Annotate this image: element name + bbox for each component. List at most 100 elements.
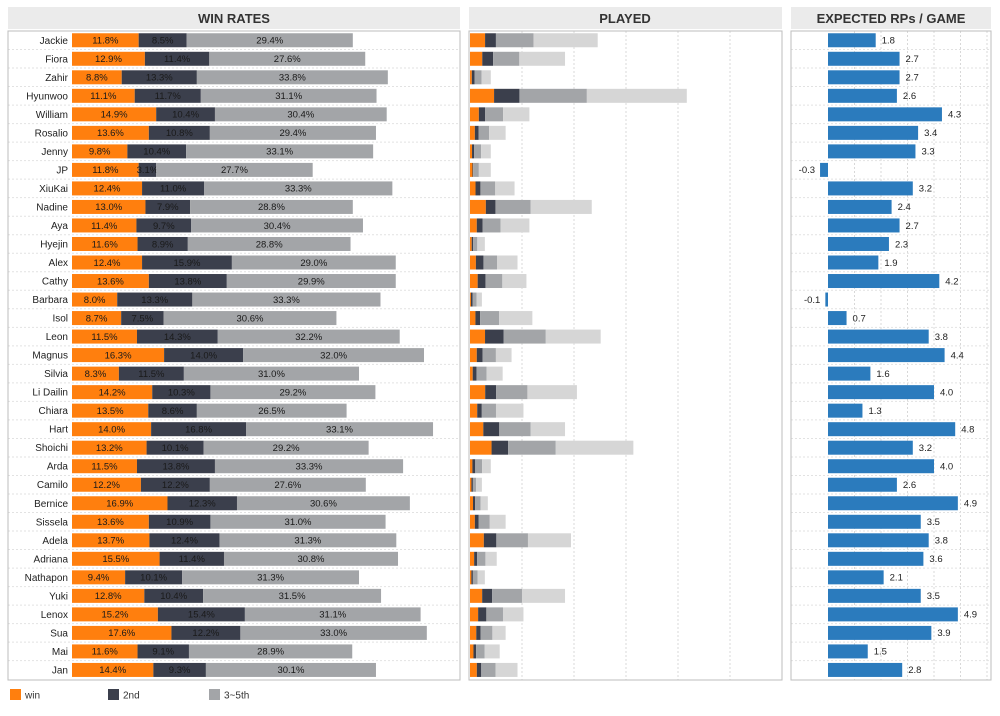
played-win-bar — [470, 551, 475, 566]
win-bar-label: 11.5% — [91, 462, 118, 473]
category-label: Mai — [52, 647, 68, 658]
win-bar — [72, 236, 138, 251]
played-win-bar — [470, 533, 484, 548]
category-label: Shoichi — [35, 443, 68, 454]
third-fifth-bar-label: 33.8% — [279, 73, 306, 84]
category-label: Hyejin — [40, 239, 68, 250]
category-label: Rosalio — [35, 128, 69, 139]
win-bar-label: 14.2% — [99, 387, 126, 398]
second-bar — [144, 588, 204, 603]
win-bar-label: 8.0% — [84, 295, 106, 306]
played-third-fifth-bar — [482, 348, 496, 363]
expected-rp-frame — [790, 30, 992, 681]
second-bar — [138, 162, 157, 177]
expected-rp-bar — [828, 662, 903, 677]
win-bar — [72, 162, 139, 177]
win-bar — [72, 311, 122, 326]
expected-rp-bar — [828, 403, 863, 418]
third-fifth-bar — [156, 162, 313, 177]
played-second-bar — [476, 218, 483, 233]
expected-rp-label: 2.3 — [895, 239, 908, 250]
third-fifth-bar — [209, 125, 376, 140]
second-bar-label: 13.3% — [141, 295, 168, 306]
played-third-fifth-bar — [474, 70, 482, 85]
played-third-fifth-bar — [508, 440, 556, 455]
played-win-bar — [470, 348, 477, 363]
second-bar — [152, 385, 211, 400]
category-label: Adriana — [34, 554, 69, 565]
category-label: Hyunwoo — [26, 91, 68, 102]
win-bar-label: 12.9% — [95, 54, 122, 65]
second-bar — [148, 274, 227, 289]
win-bar-label: 11.5% — [91, 332, 118, 343]
win-bar — [72, 625, 172, 640]
third-fifth-bar-label: 29.2% — [273, 443, 300, 454]
expected-rp-label: 3.2 — [919, 184, 932, 195]
third-fifth-bar — [236, 496, 410, 511]
second-bar-label: 10.4% — [172, 110, 199, 121]
third-fifth-bar — [190, 199, 353, 214]
win-bar — [72, 644, 138, 659]
third-fifth-bar — [209, 477, 366, 492]
played-second-bar — [482, 588, 493, 603]
second-bar-label: 12.2% — [162, 480, 189, 491]
category-label: Nadine — [36, 202, 68, 213]
played-second-bar — [485, 385, 497, 400]
played-second-bar — [485, 199, 496, 214]
win-bar-label: 13.7% — [97, 536, 124, 547]
expected-rp-bar — [828, 459, 934, 474]
third-fifth-bar-label: 29.0% — [300, 258, 327, 269]
second-bar-label: 14.3% — [164, 332, 191, 343]
played-third-fifth-bar — [477, 551, 486, 566]
played-second-bar — [472, 459, 476, 474]
played-rest-bar — [555, 440, 634, 455]
win-bar-label: 8.8% — [86, 73, 108, 84]
played-third-fifth-bar — [496, 385, 528, 400]
second-bar — [142, 181, 205, 196]
expected-rp-label: 3.3 — [921, 147, 934, 158]
played-second-bar — [475, 255, 484, 270]
third-fifth-bar-label: 31.5% — [279, 591, 306, 602]
second-bar — [148, 403, 197, 418]
played-third-fifth-bar — [472, 292, 477, 307]
played-second-bar — [478, 607, 487, 622]
played-win-bar — [470, 588, 483, 603]
third-fifth-bar-label: 31.1% — [319, 610, 346, 621]
played-third-fifth-bar — [480, 311, 500, 326]
played-rest-bar — [481, 144, 491, 159]
third-fifth-bar — [243, 348, 424, 363]
win-bar — [72, 125, 149, 140]
third-fifth-bar-label: 33.0% — [320, 628, 347, 639]
played-third-fifth-bar — [495, 199, 531, 214]
played-third-fifth-bar — [481, 662, 496, 677]
played-win-bar — [470, 125, 475, 140]
third-fifth-bar-label: 27.6% — [274, 480, 301, 491]
category-label: Barbara — [32, 295, 68, 306]
played-second-bar — [477, 403, 482, 418]
win-bar-label: 12.2% — [93, 480, 120, 491]
third-fifth-bar-label: 30.6% — [237, 313, 264, 324]
played-second-bar — [494, 88, 520, 103]
expected-rp-header-bg — [791, 7, 991, 29]
category-label: Magnus — [32, 351, 68, 362]
third-fifth-bar — [209, 51, 366, 66]
played-rest-bar — [497, 255, 518, 270]
second-bar-label: 10.1% — [162, 443, 189, 454]
expected-rp-bar — [828, 385, 934, 400]
second-bar — [121, 311, 164, 326]
played-rest-bar — [527, 533, 571, 548]
played-win-bar — [470, 199, 486, 214]
third-fifth-bar — [186, 144, 374, 159]
win-bar — [72, 329, 137, 344]
second-bar — [134, 88, 201, 103]
third-fifth-bar-label: 29.4% — [279, 128, 306, 139]
expected-rp-label: 1.9 — [884, 258, 897, 269]
played-rest-bar — [477, 570, 485, 585]
played-win-bar — [470, 496, 474, 511]
played-third-fifth-bar — [473, 162, 479, 177]
expected-rp-label: 2.7 — [906, 54, 919, 65]
expected-rp-bar — [828, 348, 945, 363]
expected-rp-bar — [828, 107, 942, 122]
third-fifth-bar-label: 29.4% — [256, 36, 283, 47]
second-bar-label: 15.9% — [174, 258, 201, 269]
